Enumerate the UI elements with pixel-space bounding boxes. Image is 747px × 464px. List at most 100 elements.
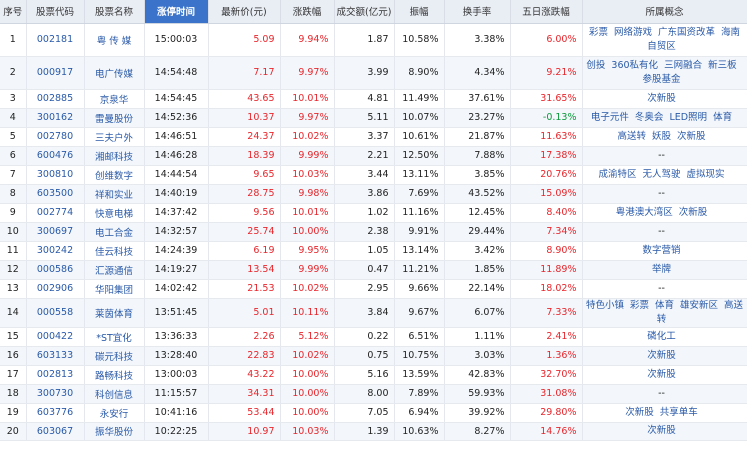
concept-tag[interactable]: 无人驾驶 bbox=[642, 168, 681, 180]
concept-tag[interactable]: 广东国资改革 bbox=[658, 26, 716, 38]
cell-stock-code[interactable]: 300810 bbox=[26, 165, 85, 185]
col-header-limit-time[interactable]: 涨停时间 bbox=[144, 0, 209, 24]
concept-tag[interactable]: 海南自贸区 bbox=[647, 26, 741, 52]
cell-stock-code[interactable]: 002774 bbox=[26, 203, 85, 223]
cell-stock-code[interactable]: 603776 bbox=[26, 403, 85, 423]
cell-stock-name[interactable]: 佳云科技 bbox=[84, 241, 145, 261]
table-row[interactable]: 7 300810 创维数字 14:44:54 9.65 10.03% 3.44 13.11% 3… bbox=[0, 165, 747, 185]
col-header-turnover[interactable]: 换手率 bbox=[444, 0, 511, 24]
col-header-change[interactable]: 涨跌幅 bbox=[280, 0, 335, 24]
cell-stock-name[interactable]: *ST宜化 bbox=[84, 327, 145, 347]
cell-stock-code[interactable]: 002780 bbox=[26, 127, 85, 147]
cell-stock-name[interactable]: 京泉华 bbox=[84, 89, 145, 109]
table-row[interactable]: 12 000586 汇源通信 14:19:27 13.54 9.99% 0.47 11.21%… bbox=[0, 260, 747, 280]
concept-tag[interactable]: 高送转 bbox=[656, 299, 744, 325]
cell-stock-name[interactable]: 科创信息 bbox=[84, 384, 145, 404]
concept-tag[interactable]: 次新股 bbox=[647, 368, 676, 380]
cell-stock-code[interactable]: 300730 bbox=[26, 384, 85, 404]
concept-tag[interactable]: 特色小镇 bbox=[585, 299, 624, 311]
table-row[interactable]: 8 603500 祥和实业 14:40:19 28.75 9.98% 3.86 7.69% 43… bbox=[0, 184, 747, 204]
col-header-five-day[interactable]: 五日涨跌幅 bbox=[510, 0, 583, 24]
concept-tag[interactable]: 磷化工 bbox=[647, 330, 676, 342]
cell-stock-name[interactable]: 莱茵体育 bbox=[84, 298, 145, 328]
cell-stock-name[interactable]: 粤 传 媒 bbox=[84, 23, 145, 57]
col-header-name[interactable]: 股票名称 bbox=[84, 0, 145, 24]
table-row[interactable]: 15 000422 *ST宜化 13:36:33 2.26 5.12% 0.22 6.51% 1… bbox=[0, 327, 747, 347]
concept-tag[interactable]: 新三板 bbox=[708, 59, 737, 71]
cell-stock-code[interactable]: 300162 bbox=[26, 108, 85, 128]
cell-stock-code[interactable]: 000917 bbox=[26, 56, 85, 90]
cell-stock-name[interactable]: 快意电梯 bbox=[84, 203, 145, 223]
cell-stock-name[interactable]: 电广传媒 bbox=[84, 56, 145, 90]
table-row[interactable]: 13 002906 华阳集团 14:02:42 21.53 10.02% 2.95 9.66%… bbox=[0, 279, 747, 299]
concept-tag[interactable]: 参股基金 bbox=[642, 73, 681, 85]
table-row[interactable]: 6 600476 湘邮科技 14:46:28 18.39 9.99% 2.21 12.50% 7… bbox=[0, 146, 747, 166]
concept-tag[interactable]: 举牌 bbox=[651, 263, 671, 275]
table-row[interactable]: 3 002885 京泉华 14:54:45 43.65 10.01% 4.81 11.49% 3… bbox=[0, 89, 747, 109]
table-row[interactable]: 11 300242 佳云科技 14:24:39 6.19 9.95% 1.05 13.14% 3… bbox=[0, 241, 747, 261]
table-row[interactable]: 1 002181 粤 传 媒 15:00:03 5.09 9.94% 1.87 10.58% 3… bbox=[0, 23, 747, 57]
col-header-code[interactable]: 股票代码 bbox=[26, 0, 85, 24]
concept-tag[interactable]: 妖股 bbox=[651, 130, 671, 142]
col-header-concepts[interactable]: 所属概念 bbox=[582, 0, 747, 24]
concept-tag[interactable]: 次新股 bbox=[647, 349, 676, 361]
cell-stock-name[interactable]: 路畅科技 bbox=[84, 365, 145, 385]
col-header-amplitude[interactable]: 振幅 bbox=[394, 0, 445, 24]
concept-tag[interactable]: 电子元件 bbox=[590, 111, 629, 123]
concept-tag[interactable]: 数字营销 bbox=[642, 244, 681, 256]
cell-stock-name[interactable]: 创维数字 bbox=[84, 165, 145, 185]
table-row[interactable]: 2 000917 电广传媒 14:54:48 7.17 9.97% 3.99 8.90% 4.3… bbox=[0, 56, 747, 90]
cell-stock-code[interactable]: 603500 bbox=[26, 184, 85, 204]
table-row[interactable]: 5 002780 三夫户外 14:46:51 24.37 10.02% 3.37 10.61%… bbox=[0, 127, 747, 147]
concept-tag[interactable]: 次新股 bbox=[625, 406, 654, 418]
col-header-price[interactable]: 最新价(元) bbox=[208, 0, 281, 24]
table-row[interactable]: 20 603067 振华股份 10:22:25 10.97 10.03% 1.39 10.63… bbox=[0, 422, 747, 441]
cell-stock-code[interactable]: 000586 bbox=[26, 260, 85, 280]
concept-tag[interactable]: 网络游戏 bbox=[613, 26, 652, 38]
cell-stock-name[interactable]: 雷曼股份 bbox=[84, 108, 145, 128]
cell-stock-name[interactable]: 振华股份 bbox=[84, 422, 145, 441]
concept-tag[interactable]: 高送转 bbox=[617, 130, 646, 142]
concept-tag[interactable]: 冬奥会 bbox=[634, 111, 664, 123]
concept-tag[interactable]: 三网融合 bbox=[664, 59, 703, 71]
concept-tag[interactable]: 彩票 bbox=[588, 26, 608, 38]
table-row[interactable]: 4 300162 雷曼股份 14:52:36 10.37 9.97% 5.11 10.07% 2… bbox=[0, 108, 747, 128]
cell-stock-name[interactable]: 湘邮科技 bbox=[84, 146, 145, 166]
concept-tag[interactable]: 360私有化 bbox=[611, 59, 659, 71]
concept-tag[interactable]: 共享单车 bbox=[659, 406, 698, 418]
cell-stock-code[interactable]: 000422 bbox=[26, 327, 85, 347]
concept-tag[interactable]: 次新股 bbox=[677, 130, 706, 142]
cell-stock-name[interactable]: 三夫户外 bbox=[84, 127, 145, 147]
cell-stock-name[interactable]: 祥和实业 bbox=[84, 184, 145, 204]
cell-stock-code[interactable]: 002813 bbox=[26, 365, 85, 385]
table-row[interactable]: 16 603133 碳元科技 13:28:40 22.83 10.02% 0.75 10.75… bbox=[0, 346, 747, 366]
col-header-amount[interactable]: 成交额(亿元) bbox=[334, 0, 395, 24]
concept-tag[interactable]: 体育 bbox=[654, 299, 674, 311]
cell-stock-name[interactable]: 碳元科技 bbox=[84, 346, 145, 366]
table-row[interactable]: 17 002813 路畅科技 13:00:03 43.22 10.00% 5.16 13.59… bbox=[0, 365, 747, 385]
cell-stock-name[interactable]: 汇源通信 bbox=[84, 260, 145, 280]
cell-stock-name[interactable]: 永安行 bbox=[84, 403, 145, 423]
cell-stock-code[interactable]: 603133 bbox=[26, 346, 85, 366]
cell-stock-code[interactable]: 002906 bbox=[26, 279, 85, 299]
concept-tag[interactable]: LED照明 bbox=[669, 111, 708, 123]
concept-tag[interactable]: 次新股 bbox=[647, 92, 676, 104]
table-row[interactable]: 9 002774 快意电梯 14:37:42 9.56 10.01% 1.02 11.16% 1… bbox=[0, 203, 747, 223]
cell-stock-code[interactable]: 000558 bbox=[26, 298, 85, 328]
concept-tag[interactable]: 虚拟现实 bbox=[686, 168, 725, 180]
concept-tag[interactable]: 成渝特区 bbox=[598, 168, 637, 180]
cell-stock-name[interactable]: 华阳集团 bbox=[84, 279, 145, 299]
table-row[interactable]: 19 603776 永安行 10:41:16 53.44 10.00% 7.05 6.94% 3… bbox=[0, 403, 747, 423]
concept-tag[interactable]: 体育 bbox=[713, 111, 733, 123]
concept-tag[interactable]: 雄安新区 bbox=[680, 299, 719, 311]
table-row[interactable]: 10 300697 电工合金 14:32:57 25.74 10.00% 2.38 9.91%… bbox=[0, 222, 747, 242]
cell-stock-name[interactable]: 电工合金 bbox=[84, 222, 145, 242]
table-row[interactable]: 18 300730 科创信息 11:15:57 34.31 10.00% 8.00 7.89%… bbox=[0, 384, 747, 404]
cell-stock-code[interactable]: 002181 bbox=[26, 23, 85, 57]
cell-stock-code[interactable]: 603067 bbox=[26, 422, 85, 441]
cell-stock-code[interactable]: 300242 bbox=[26, 241, 85, 261]
concept-tag[interactable]: 彩票 bbox=[629, 299, 649, 311]
concept-tag[interactable]: 创投 bbox=[586, 59, 606, 71]
concept-tag[interactable]: 粤港澳大湾区 bbox=[615, 206, 673, 218]
table-row[interactable]: 14 000558 莱茵体育 13:51:45 5.01 10.11% 3.84 9.67% 6… bbox=[0, 298, 747, 328]
